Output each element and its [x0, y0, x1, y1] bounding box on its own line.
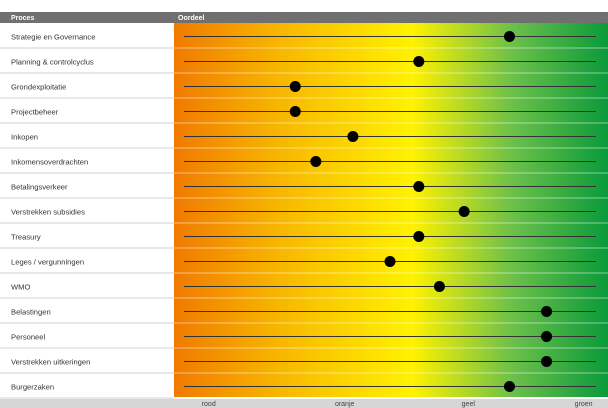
rating-dot: [503, 381, 515, 392]
row-label: Treasury: [11, 233, 41, 242]
row-label: Projectbeheer: [11, 108, 59, 117]
rating-dot: [541, 306, 553, 317]
header-bar: [0, 12, 608, 23]
rating-dot: [413, 56, 425, 67]
row-label: Planning & controlcyclus: [11, 58, 94, 67]
rating-dot: [433, 281, 445, 292]
row-label: Personeel: [11, 333, 46, 342]
rating-dot: [289, 81, 301, 92]
row-label: Inkopen: [11, 133, 38, 142]
row-label: WMO: [11, 283, 30, 292]
row-label: Grondexploitatie: [11, 83, 66, 92]
rating-dot: [384, 256, 396, 267]
row-label: Leges / vergunningen: [11, 258, 84, 267]
rating-dot: [503, 31, 515, 42]
rating-dot: [458, 206, 470, 217]
scale-label: geel: [462, 401, 476, 408]
rating-dot: [413, 231, 425, 242]
header-process: Proces: [11, 15, 34, 22]
scale-label: oranje: [335, 401, 355, 408]
row-label: Belastingen: [11, 308, 51, 317]
row-label: Burgerzaken: [11, 383, 54, 392]
row-label: Betalingsverkeer: [11, 183, 68, 192]
rating-dot: [541, 356, 553, 367]
row-label: Verstrekken uitkeringen: [11, 358, 90, 367]
rating-gradient: [174, 23, 608, 397]
rating-dot: [541, 331, 553, 342]
footer-bar: [0, 399, 608, 408]
rating-dot: [289, 106, 301, 117]
row-label: Inkomensoverdrachten: [11, 158, 88, 167]
rating-dot: [347, 131, 359, 142]
row-label: Verstrekken subsidies: [11, 208, 85, 217]
rating-dot: [310, 156, 322, 167]
scale-label: rood: [202, 401, 216, 408]
row-label: Strategie en Governance: [11, 33, 95, 42]
scale-label: groen: [575, 401, 593, 408]
header-judgement: Oordeel: [178, 15, 205, 22]
rating-dot: [413, 181, 425, 192]
